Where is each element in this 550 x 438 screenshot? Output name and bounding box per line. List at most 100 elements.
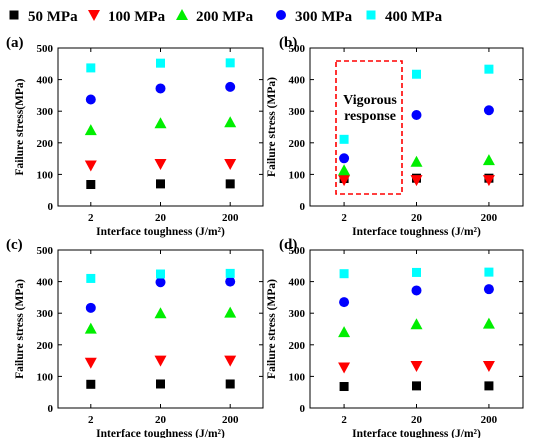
- data-point: [224, 158, 237, 170]
- data-point: [224, 116, 237, 128]
- y-axis-label: Failure stress (MPa): [266, 279, 278, 379]
- x-tick-label: 20: [411, 212, 423, 224]
- y-tick-label: 100: [289, 371, 306, 383]
- data-point: [154, 117, 167, 129]
- annotation-box: [335, 60, 403, 195]
- legend-item: 300 MPa: [276, 9, 353, 25]
- data-point: [155, 277, 166, 288]
- data-point: [483, 105, 494, 116]
- data-point: [154, 307, 167, 319]
- y-tick-label: 0: [48, 201, 54, 213]
- data-point: [84, 322, 97, 334]
- data-point: [482, 317, 495, 329]
- y-axis-label: Failure stress (MPa): [14, 279, 26, 379]
- data-point: [225, 81, 236, 92]
- legend-marker: [88, 10, 100, 21]
- y-tick-label: 500: [289, 245, 306, 257]
- y-tick-label: 300: [37, 106, 54, 118]
- x-tick-label: 200: [222, 212, 239, 224]
- data-point: [225, 379, 235, 389]
- y-tick-label: 200: [37, 340, 54, 352]
- data-point: [84, 160, 97, 172]
- data-point: [339, 382, 349, 392]
- legend-label: 200 MPa: [196, 9, 254, 25]
- y-tick-label: 500: [37, 245, 54, 257]
- x-tick-label: 200: [222, 414, 239, 426]
- legend-label: 100 MPa: [108, 9, 166, 25]
- x-tick-label: 20: [155, 212, 167, 224]
- data-point: [338, 164, 351, 176]
- data-point: [84, 124, 97, 136]
- x-tick-label: 200: [481, 414, 498, 426]
- data-point: [484, 381, 494, 391]
- chart-panel: (c) 0 100 200 300 400 500 2 20 200 Interface tough…: [6, 237, 264, 438]
- data-point: [338, 175, 351, 187]
- data-point: [156, 58, 165, 68]
- data-point: [155, 83, 166, 94]
- x-axis-label: Interface toughness (J/m²): [352, 428, 481, 438]
- x-axis-label: Interface toughness (J/m²): [96, 428, 225, 438]
- data-point: [86, 273, 96, 283]
- data-point: [339, 153, 350, 164]
- data-point: [410, 155, 423, 167]
- legend-item: 100 MPa: [88, 9, 166, 25]
- data-point: [156, 269, 165, 279]
- legend-label: 50 MPa: [28, 9, 78, 25]
- data-point: [412, 381, 421, 391]
- legend-marker: [276, 10, 286, 20]
- data-point: [411, 285, 422, 296]
- y-tick-label: 300: [289, 308, 306, 320]
- x-tick-label: 2: [88, 212, 94, 224]
- data-point: [225, 58, 235, 68]
- y-tick-label: 0: [48, 403, 54, 415]
- data-point: [156, 379, 165, 389]
- data-point: [154, 355, 167, 367]
- data-point: [154, 158, 167, 170]
- x-tick-label: 2: [88, 414, 94, 426]
- y-tick-label: 500: [289, 43, 306, 55]
- legend-label: 300 MPa: [295, 9, 353, 25]
- data-point: [85, 94, 96, 105]
- data-point: [85, 302, 96, 313]
- x-axis-label: Interface toughness (J/m²): [352, 226, 481, 238]
- annotation-line-2: response: [344, 109, 396, 124]
- x-tick-label: 2: [341, 212, 347, 224]
- data-point: [225, 268, 235, 278]
- data-point: [84, 357, 97, 369]
- legend-label: 400 MPa: [385, 9, 443, 25]
- data-point: [86, 63, 96, 73]
- y-tick-label: 100: [289, 169, 306, 181]
- data-point: [412, 69, 421, 79]
- annotation-line-1: Vigorous: [343, 93, 397, 108]
- data-point: [410, 360, 423, 372]
- data-point: [224, 306, 237, 318]
- data-point: [411, 109, 422, 120]
- legend-item: 50 MPa: [9, 9, 78, 25]
- panel-label: (b): [279, 35, 297, 51]
- data-point: [484, 64, 494, 74]
- data-point: [225, 276, 236, 287]
- data-point: [482, 175, 495, 187]
- y-tick-label: 400: [289, 277, 306, 289]
- x-tick-label: 2: [341, 414, 347, 426]
- data-point: [86, 379, 96, 389]
- legend-marker: [176, 9, 188, 20]
- y-tick-label: 0: [300, 403, 306, 415]
- data-point: [339, 134, 349, 144]
- y-tick-label: 400: [37, 75, 54, 87]
- y-tick-label: 400: [289, 75, 306, 87]
- y-tick-label: 300: [289, 106, 306, 118]
- data-point: [484, 267, 494, 277]
- y-tick-label: 300: [37, 308, 54, 320]
- x-tick-label: 200: [481, 212, 498, 224]
- data-point: [412, 267, 421, 277]
- data-point: [338, 362, 351, 374]
- y-tick-label: 200: [289, 138, 306, 150]
- legend-marker: [9, 10, 19, 20]
- chart-panel: (a) 0 100 200 300 400 500 2 20 200 Interface tough…: [6, 35, 264, 238]
- data-point: [224, 355, 237, 367]
